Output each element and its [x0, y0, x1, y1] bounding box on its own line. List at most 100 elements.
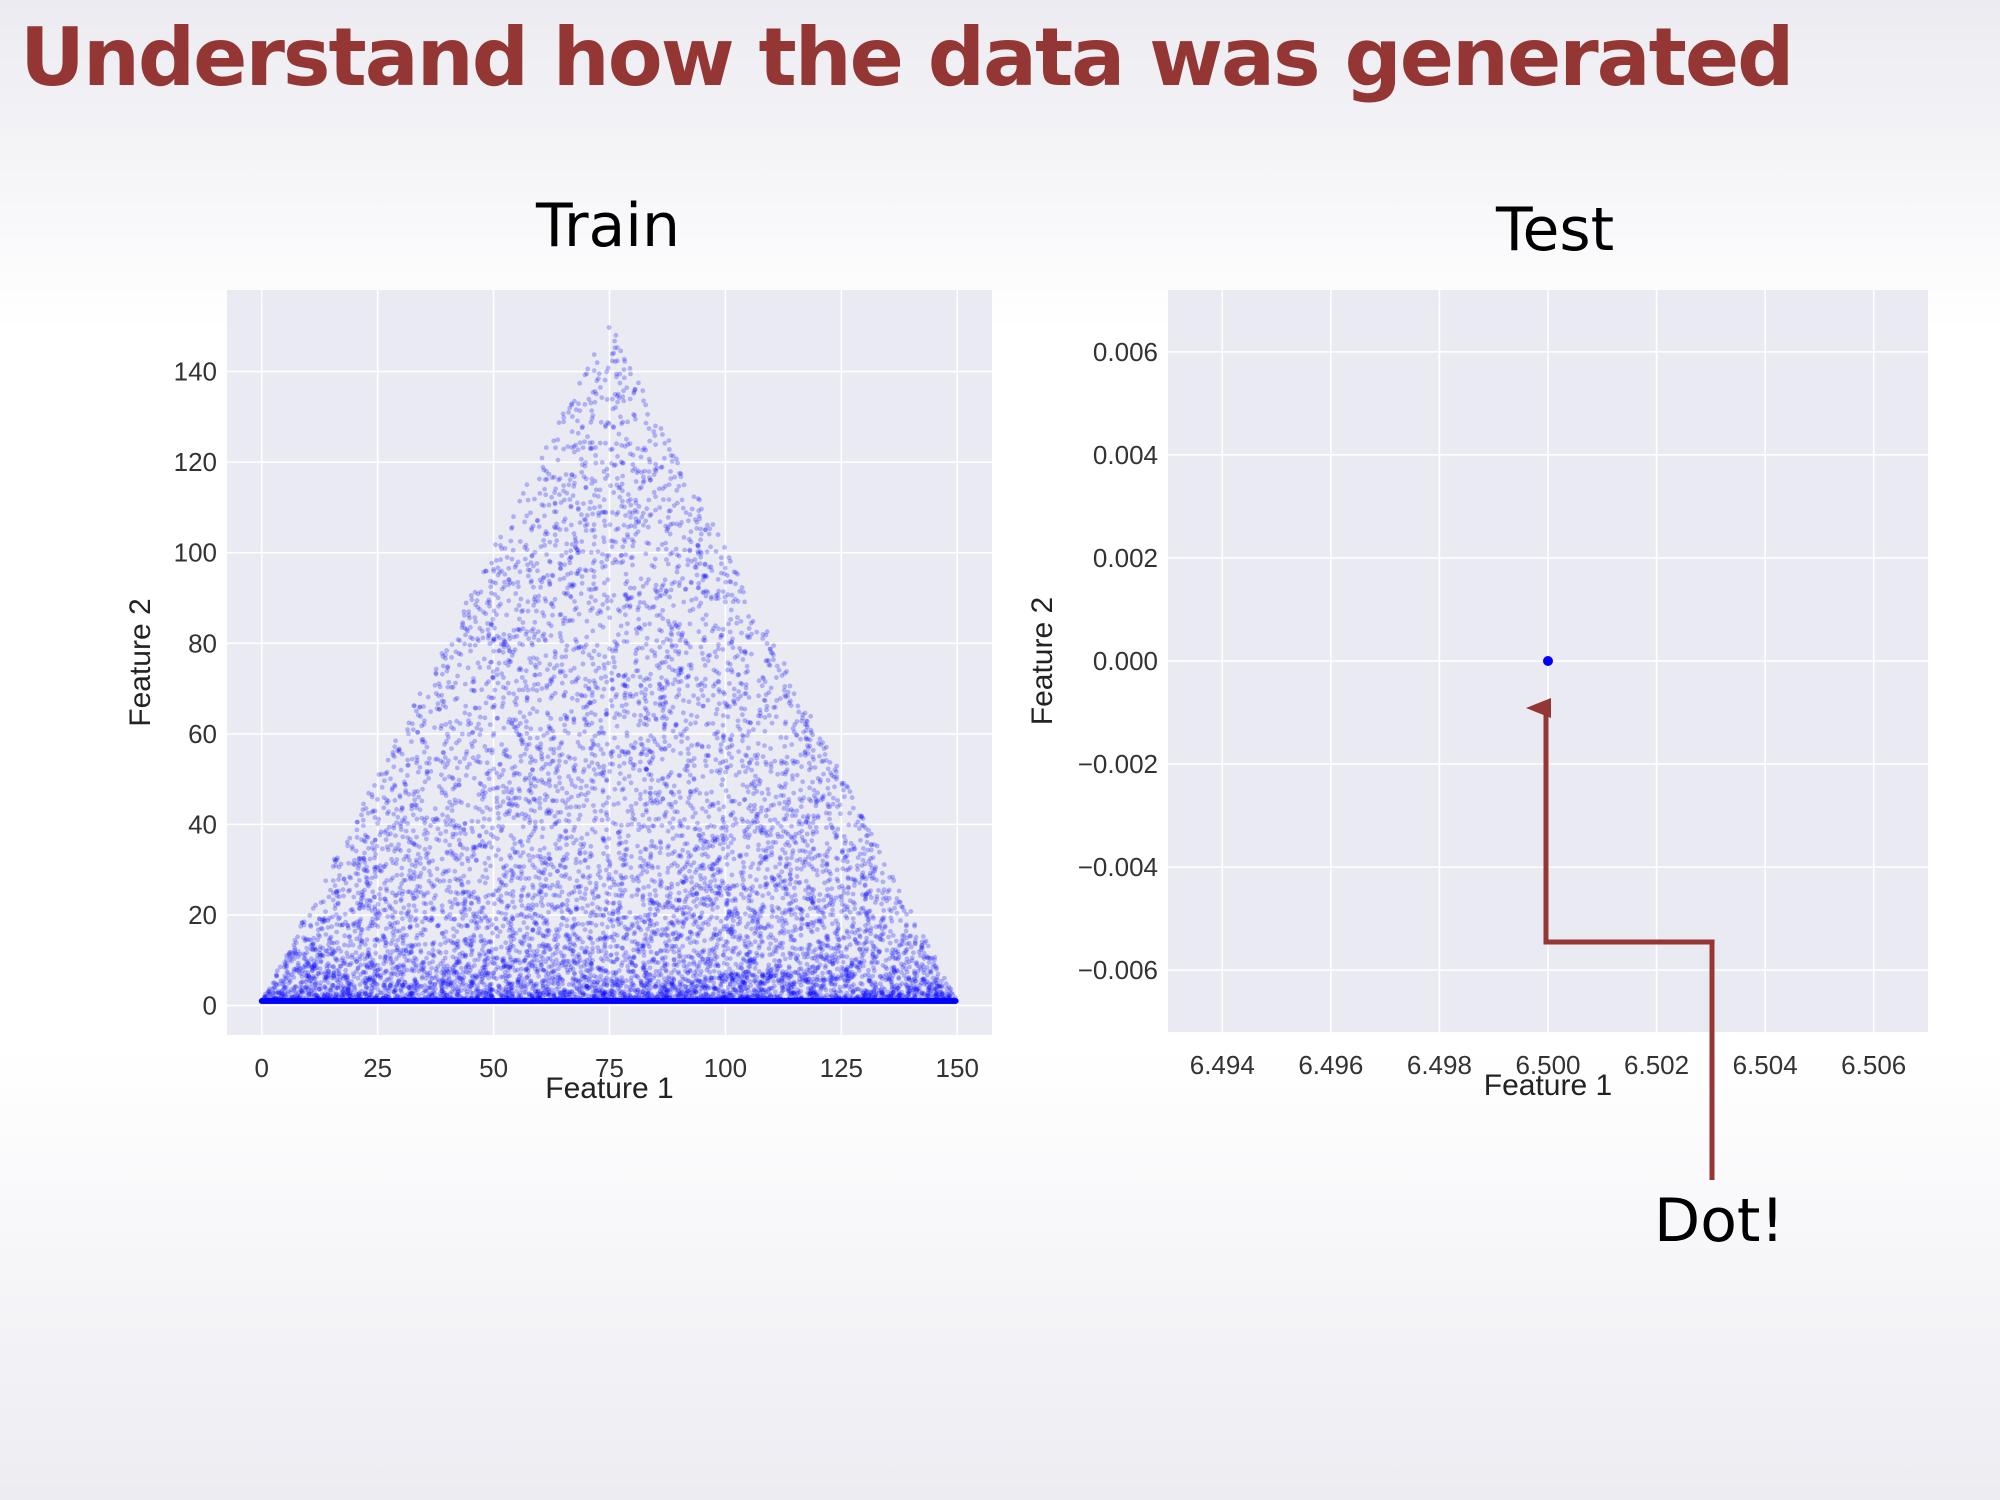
- train-point: [716, 626, 721, 632]
- train-point: [337, 915, 343, 920]
- train-point: [787, 861, 792, 867]
- train-point: [570, 948, 576, 953]
- train-point: [524, 698, 530, 704]
- train-point: [404, 967, 410, 973]
- train-point: [567, 497, 573, 502]
- train-point: [647, 906, 653, 912]
- train-point: [726, 912, 731, 918]
- train-point: [590, 661, 596, 667]
- train-point: [508, 938, 514, 944]
- train-point: [449, 655, 454, 660]
- train-point: [546, 909, 551, 915]
- train-point: [587, 678, 592, 684]
- train-point: [355, 819, 360, 825]
- x-axis-label: Feature 1: [545, 1072, 673, 1105]
- train-point: [388, 983, 393, 989]
- train-point: [579, 469, 585, 475]
- train-point: [841, 907, 847, 913]
- train-point: [635, 843, 640, 849]
- train-point: [405, 773, 410, 778]
- train-point: [656, 973, 662, 978]
- train-point: [625, 677, 631, 682]
- train-point: [697, 790, 703, 796]
- train-point: [834, 832, 839, 838]
- train-point: [585, 865, 591, 870]
- train-point: [600, 551, 605, 557]
- train-point: [511, 691, 516, 697]
- train-point: [530, 854, 536, 860]
- x-tick-label: 25: [363, 1053, 392, 1083]
- train-point: [591, 368, 597, 374]
- train-point: [763, 829, 769, 834]
- train-point: [719, 561, 724, 567]
- train-point: [612, 359, 618, 364]
- train-point: [552, 821, 558, 827]
- train-point: [648, 671, 653, 677]
- train-point: [583, 886, 589, 892]
- train-point: [615, 399, 620, 405]
- train-point: [851, 805, 856, 811]
- train-point: [694, 882, 699, 888]
- train-point: [439, 907, 445, 913]
- train-point: [563, 836, 569, 841]
- train-point: [569, 401, 574, 407]
- train-point: [666, 743, 672, 749]
- train-point: [610, 970, 616, 975]
- train-point: [695, 696, 701, 702]
- train-point: [697, 827, 703, 833]
- train-point: [603, 476, 608, 481]
- train-point: [403, 790, 409, 796]
- train-point: [704, 791, 709, 797]
- train-point: [675, 863, 680, 869]
- train-point: [485, 900, 491, 906]
- train-point: [280, 992, 285, 998]
- train-point: [687, 772, 693, 778]
- train-point: [593, 453, 598, 458]
- train-point: [514, 678, 519, 684]
- train-point: [457, 638, 463, 644]
- train-point: [469, 687, 474, 693]
- train-point: [443, 704, 449, 710]
- train-point: [424, 771, 430, 777]
- train-point: [586, 685, 592, 691]
- train-point: [475, 660, 481, 666]
- train-point: [512, 841, 518, 847]
- train-point: [520, 642, 526, 648]
- train-point: [718, 555, 724, 561]
- train-point: [509, 790, 514, 796]
- y-tick-label: 20: [188, 900, 217, 930]
- train-point: [605, 924, 611, 930]
- train-point: [628, 756, 634, 762]
- train-point: [819, 918, 824, 924]
- train-point: [500, 700, 506, 706]
- train-point: [482, 972, 488, 978]
- train-point: [582, 850, 588, 856]
- train-point: [623, 852, 629, 858]
- train-point: [499, 742, 505, 747]
- train-point: [761, 980, 766, 986]
- train-point: [580, 922, 586, 927]
- train-point: [537, 796, 543, 801]
- train-point: [677, 580, 682, 585]
- train-point: [595, 761, 600, 767]
- train-point: [568, 570, 574, 576]
- train-point: [773, 794, 779, 800]
- train-point: [794, 905, 800, 910]
- train-point: [645, 412, 650, 417]
- train-point: [834, 867, 840, 873]
- train-point: [491, 566, 496, 572]
- train-point: [507, 954, 513, 960]
- train-point: [555, 457, 561, 463]
- train-point: [607, 522, 613, 528]
- train-point: [599, 460, 605, 465]
- train-point: [621, 537, 627, 542]
- train-point: [729, 732, 735, 738]
- train-point: [746, 614, 751, 619]
- train-point: [563, 647, 569, 653]
- train-point: [594, 360, 600, 366]
- train-point: [592, 399, 598, 405]
- train-point: [405, 821, 411, 826]
- train-point: [395, 814, 401, 820]
- train-point: [833, 769, 839, 775]
- train-point: [716, 679, 722, 685]
